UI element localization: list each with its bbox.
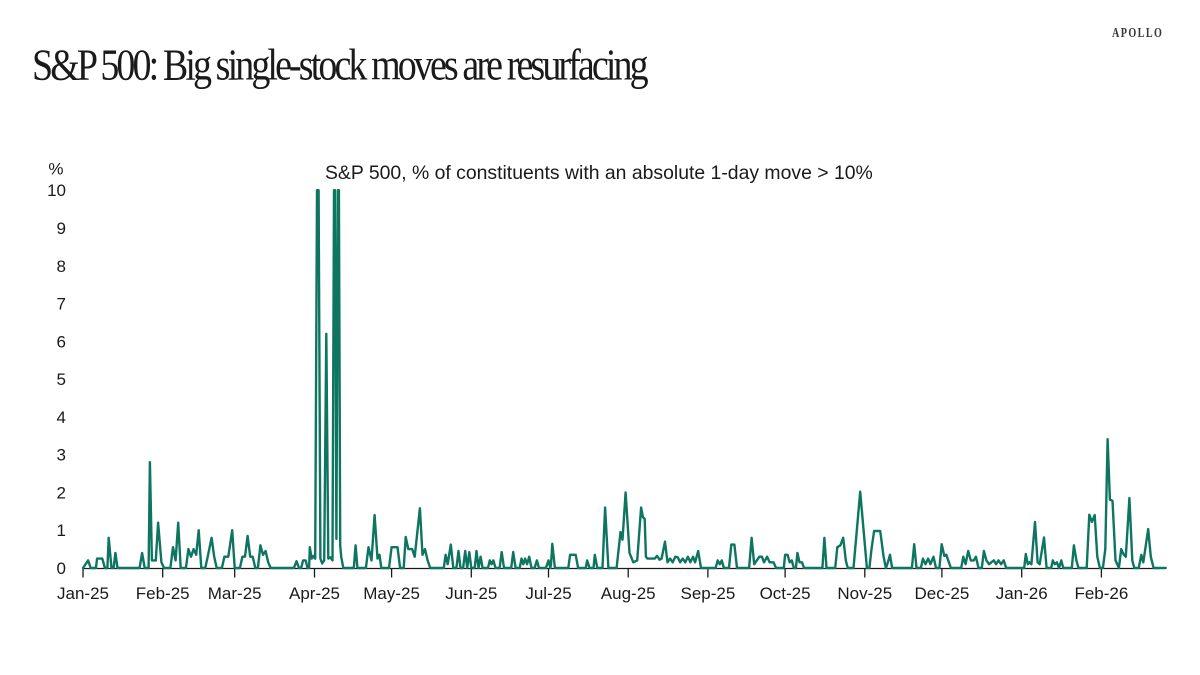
svg-text:Dec-25: Dec-25 [914, 584, 969, 603]
svg-text:%: % [48, 160, 63, 179]
svg-text:Jan-25: Jan-25 [57, 584, 109, 603]
svg-text:May-25: May-25 [363, 584, 420, 603]
svg-text:3: 3 [57, 446, 66, 465]
svg-text:Sep-25: Sep-25 [680, 584, 735, 603]
svg-text:Oct-25: Oct-25 [760, 584, 811, 603]
svg-text:1: 1 [57, 521, 66, 540]
svg-text:Aug-25: Aug-25 [601, 584, 656, 603]
svg-text:0: 0 [57, 559, 66, 578]
svg-text:Feb-25: Feb-25 [136, 584, 190, 603]
svg-text:Feb-26: Feb-26 [1074, 584, 1128, 603]
svg-text:Jul-25: Jul-25 [525, 584, 571, 603]
svg-text:8: 8 [57, 257, 66, 276]
svg-text:6: 6 [57, 332, 66, 351]
svg-text:2: 2 [57, 483, 66, 502]
svg-text:Jan-26: Jan-26 [996, 584, 1048, 603]
svg-text:Apr-25: Apr-25 [289, 584, 340, 603]
svg-text:4: 4 [57, 408, 66, 427]
svg-text:5: 5 [57, 370, 66, 389]
svg-text:Jun-25: Jun-25 [445, 584, 497, 603]
svg-text:9: 9 [57, 219, 66, 238]
svg-text:7: 7 [57, 295, 66, 314]
svg-text:10: 10 [47, 181, 66, 200]
svg-text:Mar-25: Mar-25 [208, 584, 262, 603]
svg-text:Nov-25: Nov-25 [837, 584, 892, 603]
